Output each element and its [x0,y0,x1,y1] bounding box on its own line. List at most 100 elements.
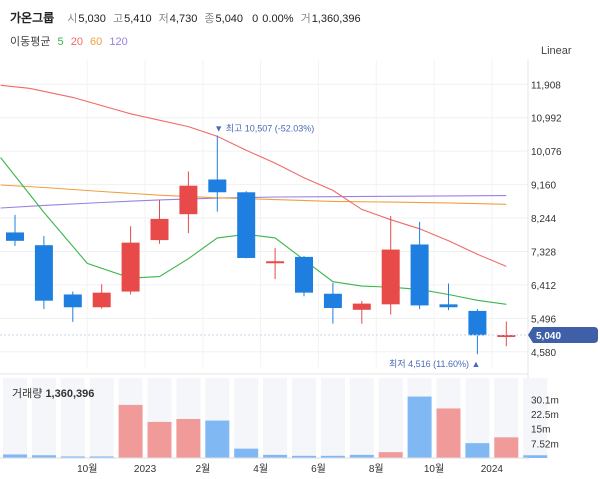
change-value: 0 [252,13,259,25]
x-tick-label: 2023 [134,464,157,475]
moving-average-title: 이동평균 [10,36,51,48]
volume-panel-label: 거래량 [12,388,43,400]
y-tick-label: 4,580 [531,348,556,359]
stock-name[interactable]: 가온그룹 [10,11,55,25]
high-label: 고 [112,13,124,25]
volume-bar [118,404,143,458]
x-tick-label: 10월 [77,463,97,475]
volume-value: 1,360,396 [311,13,361,25]
volume-column-bg [349,378,374,458]
ma-20-label[interactable]: 20 [70,36,83,48]
candle-body [150,218,169,241]
volume-bar [436,408,461,458]
low-label: 저 [158,13,169,25]
volume-column-bg [3,378,27,458]
candle-body [497,334,516,337]
volume-column-bg [263,378,288,458]
current-price-label: 5,040 [536,331,561,342]
volume-column-bg [320,378,345,458]
volume-bar [320,455,345,458]
candle-body [295,256,313,293]
volume-column-bg [234,378,259,458]
volume-panel-value: 1,360,396 [45,388,95,400]
open-label: 시 [67,13,78,25]
x-tick-label: 2024 [481,464,504,475]
candle-body [439,304,458,308]
y-tick-label: 9,160 [531,181,556,192]
volume-bar [292,455,316,458]
volume-bar [234,448,259,458]
change-percent: 0.00% [262,13,294,25]
candle-body [179,185,198,215]
x-tick-label: 10월 [424,463,444,475]
volume-title: 거래량 1,360,396 [12,385,94,401]
volume-tick-label: 22.5m [531,410,559,421]
volume-bar [205,420,230,458]
y-tick-label: 7,328 [531,247,556,258]
candle-body [92,292,111,308]
volume-bar [3,454,27,458]
x-tick-label: 2월 [195,463,210,475]
y-axis: 11,908 10,992 10,076 9,160 8,244 7,328 6,412 5,… [531,80,562,358]
max-price-annotation: ▼ 최고 10,507 (-52.03%) [214,123,314,133]
scale-toggle[interactable]: Linear [541,45,572,57]
y-tick-label: 10,992 [531,114,562,125]
x-tick-label: 4월 [253,463,268,475]
volume-column-bg [31,378,56,458]
min-price-annotation: 최저 4,516 (11.60%) ▲ [389,359,480,369]
price-summary: 가온그룹 시5,030 고5,410 저4,730 종5,040 0 0.00%… [10,9,361,26]
candle-body [381,249,400,305]
candle-body [237,192,256,258]
ma-20-line [0,84,507,267]
y-tick-label: 8,244 [531,214,556,225]
volume-bar [465,443,490,458]
high-value: 5,410 [124,13,152,25]
y-tick-label: 5,496 [531,314,556,325]
volume-bar [89,456,114,458]
volume-panel: 30.1m 22.5m 15m 7.52m [0,373,559,458]
candle-body [208,179,227,193]
y-tick-label: 11,908 [531,80,561,91]
x-axis: 10월 2023 2월 4월 6월 8월 10월 2024 [0,457,528,475]
x-tick-label: 8월 [369,463,384,475]
candle-body [121,242,140,292]
ma-5-line [0,157,507,305]
volume-bar [349,454,374,458]
volume-bar [60,456,85,458]
volume-bar [176,418,201,458]
candle-body [323,293,342,308]
ma-120-label[interactable]: 120 [109,36,128,48]
x-tick-label: 6월 [311,463,326,475]
close-value: 5,040 [215,13,244,25]
volume-bar [523,455,548,458]
volume-tick-label: 30.1m [531,395,559,406]
volume-bar [147,421,172,458]
price-grid [0,60,529,460]
candles [6,135,516,355]
candle-body [352,303,371,310]
volume-bar [378,452,403,458]
volume-label: 거 [300,13,311,25]
candle-body [63,294,82,308]
volume-column-bg [378,378,403,458]
volume-tick-label: 7.52m [531,439,559,450]
volume-bar [407,396,432,458]
ma-60-label[interactable]: 60 [90,36,103,48]
candle-body [266,261,285,264]
y-tick-label: 6,412 [531,281,556,292]
candle-body [468,310,487,336]
volume-bar [263,454,288,458]
volume-bar [494,437,519,458]
low-value: 4,730 [169,13,198,25]
volume-column-bg [89,378,114,458]
moving-average-legend[interactable]: 이동평균 5 20 60 120 [10,33,132,49]
ma-5-label[interactable]: 5 [57,36,64,48]
annotations: ▼ 최고 10,507 (-52.03%) 최저 4,516 (11.60%) ▲… [0,123,598,369]
y-tick-label: 10,076 [531,147,562,158]
volume-tick-label: 15m [531,425,550,436]
close-label: 종 [204,13,215,25]
candle-body [410,244,429,306]
candle-body [34,245,53,301]
volume-column-bg [292,378,316,458]
